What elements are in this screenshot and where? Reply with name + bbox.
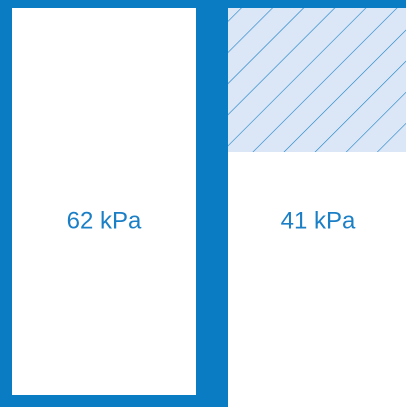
- left-panel: [12, 8, 196, 395]
- right-reading: 41 kPa: [281, 207, 356, 234]
- hatched-level: [228, 8, 406, 152]
- left-reading: 62 kPa: [67, 207, 142, 234]
